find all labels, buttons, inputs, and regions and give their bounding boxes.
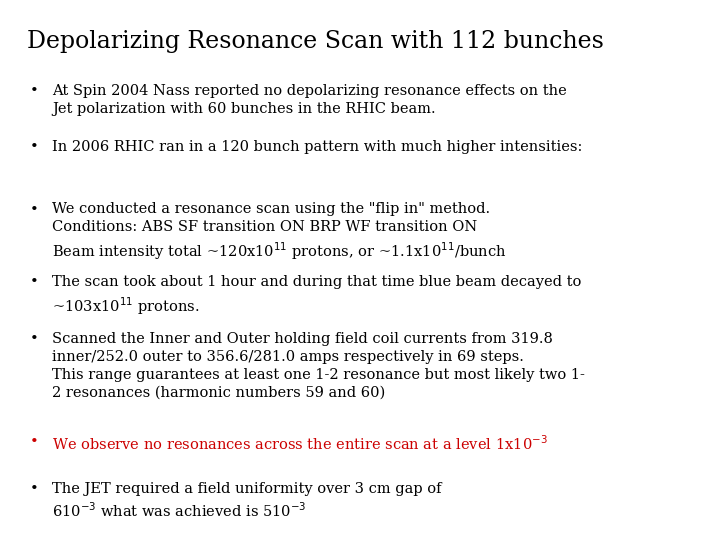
Text: •: • [30, 140, 39, 154]
Text: Depolarizing Resonance Scan with 112 bunches: Depolarizing Resonance Scan with 112 bun… [27, 30, 604, 53]
Text: •: • [30, 202, 39, 217]
Text: The scan took about 1 hour and during that time blue beam decayed to
~103x10$^{1: The scan took about 1 hour and during th… [52, 275, 581, 317]
Text: •: • [30, 332, 39, 346]
Text: The JET required a field uniformity over 3 cm gap of
610$^{-3}$ what was achieve: The JET required a field uniformity over… [52, 482, 441, 520]
Text: In 2006 RHIC ran in a 120 bunch pattern with much higher intensities:: In 2006 RHIC ran in a 120 bunch pattern … [52, 140, 582, 154]
Text: •: • [30, 84, 39, 98]
Text: At Spin 2004 Nass reported no depolarizing resonance effects on the
Jet polariza: At Spin 2004 Nass reported no depolarizi… [52, 84, 567, 116]
Text: Scanned the Inner and Outer holding field coil currents from 319.8
inner/252.0 o: Scanned the Inner and Outer holding fiel… [52, 332, 585, 400]
Text: •: • [30, 482, 39, 496]
Text: We conducted a resonance scan using the "flip in" method.
Conditions: ABS SF tra: We conducted a resonance scan using the … [52, 202, 506, 262]
Text: We observe no resonances across the entire scan at a level 1x10$^{-3}$: We observe no resonances across the enti… [52, 435, 547, 454]
Text: •: • [30, 275, 39, 289]
Text: •: • [30, 435, 39, 449]
